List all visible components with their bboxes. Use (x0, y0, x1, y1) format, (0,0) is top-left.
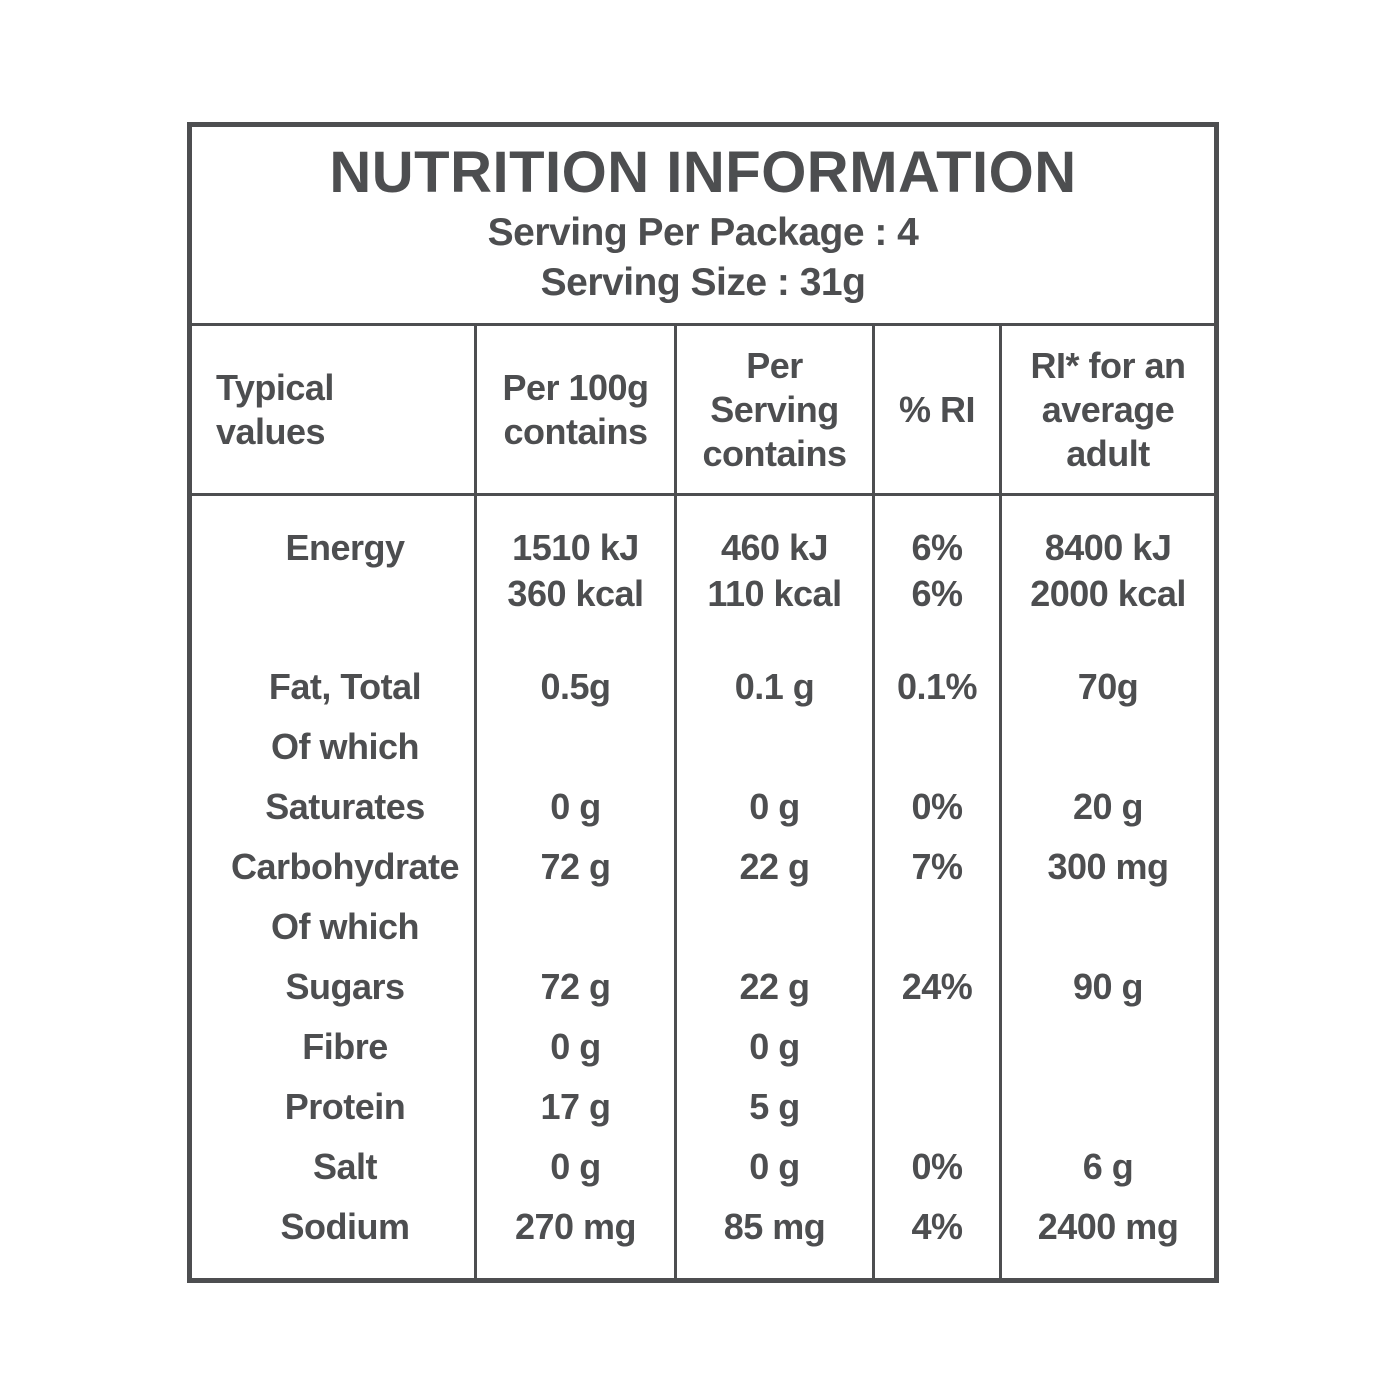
per-100g-value: 0 g (474, 1136, 676, 1197)
spacer-row (190, 1256, 1217, 1281)
nutrient-name-cell: Fibre (302, 1025, 388, 1067)
ri-adult-value (998, 1016, 1217, 1077)
per-serving-value: 0.1 g (674, 656, 874, 717)
nutrient-name-cell: Carbohydrate (230, 845, 460, 887)
per-serving-value: 85 mg (674, 1196, 874, 1257)
header-ri-adult: RI* for an average adult (998, 324, 1217, 496)
spacer-row (190, 494, 1217, 525)
per-100g-value: 72 g (474, 836, 676, 897)
header-per-100g: Per 100g contains (474, 324, 676, 496)
pct-ri-value: 0% (872, 1136, 1001, 1197)
nutrient-name-cell: Fat, Total (268, 665, 422, 707)
nutrient-name-cell: Protein (284, 1085, 406, 1127)
row-of-which-1: Of which (190, 716, 1217, 777)
per-serving-value (674, 716, 874, 777)
per-serving-value: 22 g (674, 836, 874, 897)
pct-ri-value: 0.1% (872, 656, 1001, 717)
per-100g-value: 1510 kJ (474, 524, 676, 571)
per-serving-value: 0 g (674, 1016, 874, 1077)
ri-adult-value: 90 g (998, 956, 1217, 1017)
row-energy: Energy 1510 kJ 460 kJ 6% 8400 kJ (190, 524, 1217, 571)
per-serving-value: 22 g (674, 956, 874, 1017)
spacer-row (190, 616, 1217, 657)
label-header-cell: NUTRITION INFORMATION Serving Per Packag… (189, 124, 1217, 326)
ri-adult-value: 20 g (998, 776, 1217, 837)
ri-adult-value: 2400 mg (998, 1196, 1217, 1257)
pct-ri-value: 6% (872, 570, 1001, 617)
per-100g-value: 0 g (474, 776, 676, 837)
row-of-which-2: Of which (190, 896, 1217, 957)
row-carbohydrate: Carbohydrate 72 g 22 g 7% 300 mg (190, 836, 1217, 897)
nutrient-name-cell: Of which (271, 725, 420, 767)
pct-ri-value (872, 896, 1001, 957)
header-per-serving: Per Serving contains (674, 324, 874, 496)
ri-adult-value: 8400 kJ (998, 524, 1217, 571)
pct-ri-value (872, 716, 1001, 777)
ri-adult-value: 300 mg (998, 836, 1217, 897)
ri-adult-value (998, 1076, 1217, 1137)
pct-ri-value: 7% (872, 836, 1001, 897)
row-fibre: Fibre 0 g 0 g (190, 1016, 1217, 1077)
row-protein: Protein 17 g 5 g (190, 1076, 1217, 1137)
title-row: NUTRITION INFORMATION Serving Per Packag… (189, 124, 1217, 326)
pct-ri-value: 0% (872, 776, 1001, 837)
per-100g-value: 0 g (474, 1016, 676, 1077)
per-serving-value: 110 kcal (674, 570, 874, 617)
per-serving-value: 0 g (674, 1136, 874, 1197)
pct-ri-value: 6% (872, 524, 1001, 571)
ri-adult-value: 2000 kcal (998, 570, 1217, 617)
per-serving-value: 0 g (674, 776, 874, 837)
pct-ri-value (872, 1076, 1001, 1137)
nutrient-name-cell: Sodium (280, 1205, 411, 1247)
per-100g-value: 0.5g (474, 656, 676, 717)
per-serving-value (674, 896, 874, 957)
column-header-row: Typical values Per 100g contains Per Ser… (189, 324, 1217, 496)
row-energy-kcal: 360 kcal 110 kcal 6% 2000 kcal (190, 570, 1217, 617)
per-100g-value: 360 kcal (474, 570, 676, 617)
per-100g-value: 270 mg (474, 1196, 676, 1257)
per-100g-value: 17 g (474, 1076, 676, 1137)
nutrient-name-cell (190, 571, 476, 617)
pct-ri-value: 24% (872, 956, 1001, 1017)
per-serving-value: 5 g (674, 1076, 874, 1137)
row-sugars: Sugars 72 g 22 g 24% 90 g (190, 956, 1217, 1017)
pct-ri-value: 4% (872, 1196, 1001, 1257)
nutrient-name-cell: Saturates (265, 785, 425, 827)
ri-adult-value (998, 896, 1217, 957)
pct-ri-value (872, 1016, 1001, 1077)
ri-adult-value: 6 g (998, 1136, 1217, 1197)
per-serving-value: 460 kJ (674, 524, 874, 571)
row-saturates: Saturates 0 g 0 g 0% 20 g (190, 776, 1217, 837)
per-100g-value (474, 896, 676, 957)
row-sodium: Sodium 270 mg 85 mg 4% 2400 mg (190, 1196, 1217, 1257)
label-title: NUTRITION INFORMATION (329, 140, 1077, 205)
nutrient-name-cell: Salt (312, 1145, 378, 1187)
ri-adult-value (998, 716, 1217, 777)
header-pct-ri: % RI (872, 324, 1001, 496)
header-typical-values: Typical values (189, 324, 476, 496)
ri-adult-value: 70g (998, 656, 1217, 717)
per-100g-value: 72 g (474, 956, 676, 1017)
serving-size: Serving Size : 31g (540, 261, 866, 304)
row-salt: Salt 0 g 0 g 0% 6 g (190, 1136, 1217, 1197)
row-fat-total: Fat, Total 0.5g 0.1 g 0.1% 70g (190, 656, 1217, 717)
nutrition-table: NUTRITION INFORMATION Serving Per Packag… (187, 122, 1220, 1283)
nutrient-name-cell: Sugars (285, 965, 405, 1007)
serving-per-package: Serving Per Package : 4 (487, 211, 919, 254)
per-100g-value (474, 716, 676, 777)
nutrient-name-cell: Energy (285, 526, 405, 568)
nutrient-name-cell: Of which (271, 905, 420, 947)
